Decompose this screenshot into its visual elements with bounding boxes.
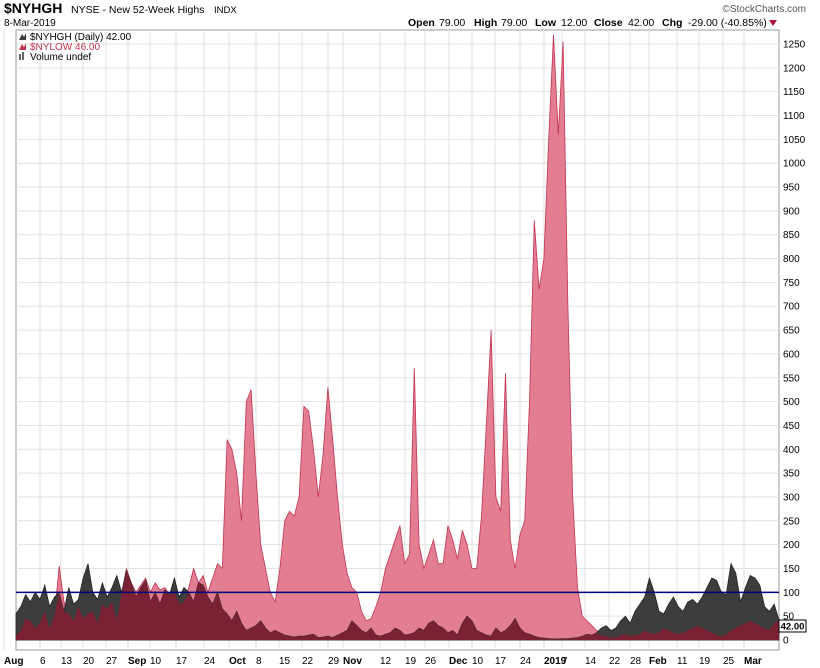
high-value: 79.00: [501, 17, 527, 29]
volume-legend-icon-bar: [22, 52, 24, 60]
low-label: Low: [535, 17, 557, 29]
y-tick-label: 1100: [783, 111, 805, 122]
x-tick-label: 12: [380, 656, 392, 667]
y-tick-label: 900: [783, 206, 800, 217]
y-axis: 0 50 100 150 200 250 300 350 400 450 500 550 600 650 7…: [783, 40, 806, 647]
x-tick-label: 22: [302, 656, 314, 667]
y-tick-label: 600: [783, 349, 800, 360]
high-label: High: [474, 17, 497, 29]
y-tick-label: 1200: [783, 63, 806, 74]
y-tick-label: 350: [783, 469, 800, 480]
x-tick-label: 26: [425, 656, 437, 667]
y-tick-label: 50: [783, 612, 795, 623]
y-tick-label: 800: [783, 254, 800, 265]
x-tick-label: 22: [609, 656, 621, 667]
volume-legend-icon: [19, 54, 21, 60]
x-tick-label: 17: [176, 656, 188, 667]
y-tick-label: 500: [783, 397, 800, 408]
x-tick-label: 6: [40, 656, 46, 667]
open-value: 79.00: [439, 17, 465, 29]
symbol-description: NYSE - New 52-Week Highs: [71, 4, 204, 16]
y-tick-label: 850: [783, 230, 800, 241]
x-tick-label: Oct: [229, 656, 246, 667]
x-tick-label: 24: [204, 656, 216, 667]
y-tick-label: 400: [783, 445, 800, 456]
x-tick-label: 19: [699, 656, 711, 667]
y-tick-label: 550: [783, 373, 800, 384]
low-value: 12.00: [561, 17, 587, 29]
x-tick-label: 7: [562, 656, 568, 667]
legend: $NYHGH (Daily) 42.00 $NYLOW 46.00 Volume…: [19, 32, 132, 63]
legend-primary: $NYHGH (Daily) 42.00: [30, 32, 132, 43]
y-tick-label: 650: [783, 326, 800, 337]
y-tick-label: 0: [783, 636, 789, 647]
last-value-tag: 42.00: [778, 619, 807, 633]
x-tick-label: Dec: [449, 656, 468, 667]
last-value-text: 42.00: [781, 622, 805, 633]
nylow-legend-icon: [19, 43, 26, 50]
x-tick-label: Mar: [744, 656, 762, 667]
y-tick-label: 700: [783, 302, 800, 313]
symbol-title: $NYHGH: [4, 0, 62, 16]
x-tick-label: 25: [723, 656, 735, 667]
x-tick-label: 8: [256, 656, 262, 667]
chart-date: 8-Mar-2019: [4, 18, 56, 29]
y-tick-label: 1250: [783, 40, 806, 51]
x-tick-label: 17: [495, 656, 507, 667]
y-tick-label: 1000: [783, 159, 806, 170]
chg-value: -29.00 (-40.85%): [688, 17, 767, 29]
x-tick-label: Sep: [128, 656, 146, 667]
y-tick-label: 200: [783, 540, 800, 551]
down-arrow-icon: [769, 20, 777, 26]
x-tick-label: 27: [106, 656, 118, 667]
y-tick-label: 150: [783, 564, 800, 575]
x-tick-label: Aug: [4, 656, 23, 667]
x-tick-label: 2019: [544, 656, 567, 667]
x-axis: Aug 6 13 20 27 Sep 10 17 24 Oct 8 15 22 29 Nov 12 19 26 De…: [4, 656, 762, 667]
x-tick-label: 10: [150, 656, 162, 667]
y-tick-label: 450: [783, 421, 800, 432]
legend-secondary: $NYLOW 46.00: [30, 42, 100, 53]
y-tick-label: 1050: [783, 135, 806, 146]
x-tick-label: 11: [677, 656, 688, 667]
y-tick-label: 950: [783, 183, 800, 194]
open-label: Open: [408, 17, 435, 29]
copyright: ©StockCharts.com: [722, 4, 806, 15]
close-value: 42.00: [628, 17, 654, 29]
x-tick-label: 10: [472, 656, 484, 667]
overlap-area: [16, 570, 779, 640]
y-tick-label: 300: [783, 492, 800, 503]
legend-volume: Volume undef: [30, 52, 91, 63]
x-tick-label: Nov: [343, 656, 362, 667]
nyhgh-legend-icon: [19, 33, 26, 40]
x-tick-label: 24: [520, 656, 532, 667]
series-areas: [15, 34, 780, 641]
x-tick-label: 29: [328, 656, 340, 667]
exchange-label: INDX: [214, 5, 237, 16]
y-tick-label: 250: [783, 516, 800, 527]
x-tick-label: 14: [585, 656, 597, 667]
y-tick-label: 100: [783, 588, 800, 599]
x-tick-label: 20: [83, 656, 95, 667]
y-tick-label: 750: [783, 278, 800, 289]
x-tick-label: 15: [279, 656, 291, 667]
close-label: Close: [594, 17, 623, 29]
y-tick-label: 1150: [783, 87, 805, 98]
x-tick-label: Feb: [649, 656, 667, 667]
x-tick-label: 28: [630, 656, 642, 667]
x-tick-label: 19: [405, 656, 417, 667]
x-tick-label: 13: [61, 656, 73, 667]
chg-label: Chg: [662, 17, 682, 29]
